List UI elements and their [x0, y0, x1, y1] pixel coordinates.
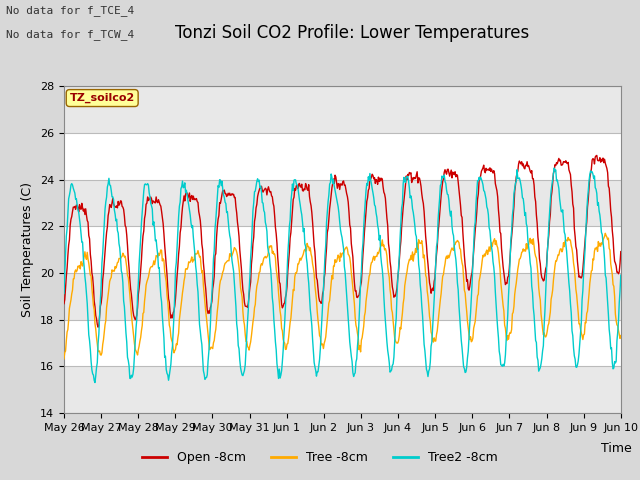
- Bar: [64, 226, 621, 273]
- Bar: [64, 366, 621, 413]
- Text: No data for f_TCW_4: No data for f_TCW_4: [6, 29, 134, 40]
- Bar: [64, 133, 621, 180]
- Legend: Open -8cm, Tree -8cm, Tree2 -8cm: Open -8cm, Tree -8cm, Tree2 -8cm: [137, 446, 503, 469]
- Bar: [64, 320, 621, 366]
- Text: TZ_soilco2: TZ_soilco2: [70, 93, 135, 103]
- Text: Tonzi Soil CO2 Profile: Lower Temperatures: Tonzi Soil CO2 Profile: Lower Temperatur…: [175, 24, 529, 42]
- Bar: [64, 86, 621, 133]
- Bar: [64, 273, 621, 320]
- Bar: [64, 180, 621, 226]
- X-axis label: Time: Time: [601, 442, 632, 455]
- Y-axis label: Soil Temperatures (C): Soil Temperatures (C): [22, 182, 35, 317]
- Text: No data for f_TCE_4: No data for f_TCE_4: [6, 5, 134, 16]
